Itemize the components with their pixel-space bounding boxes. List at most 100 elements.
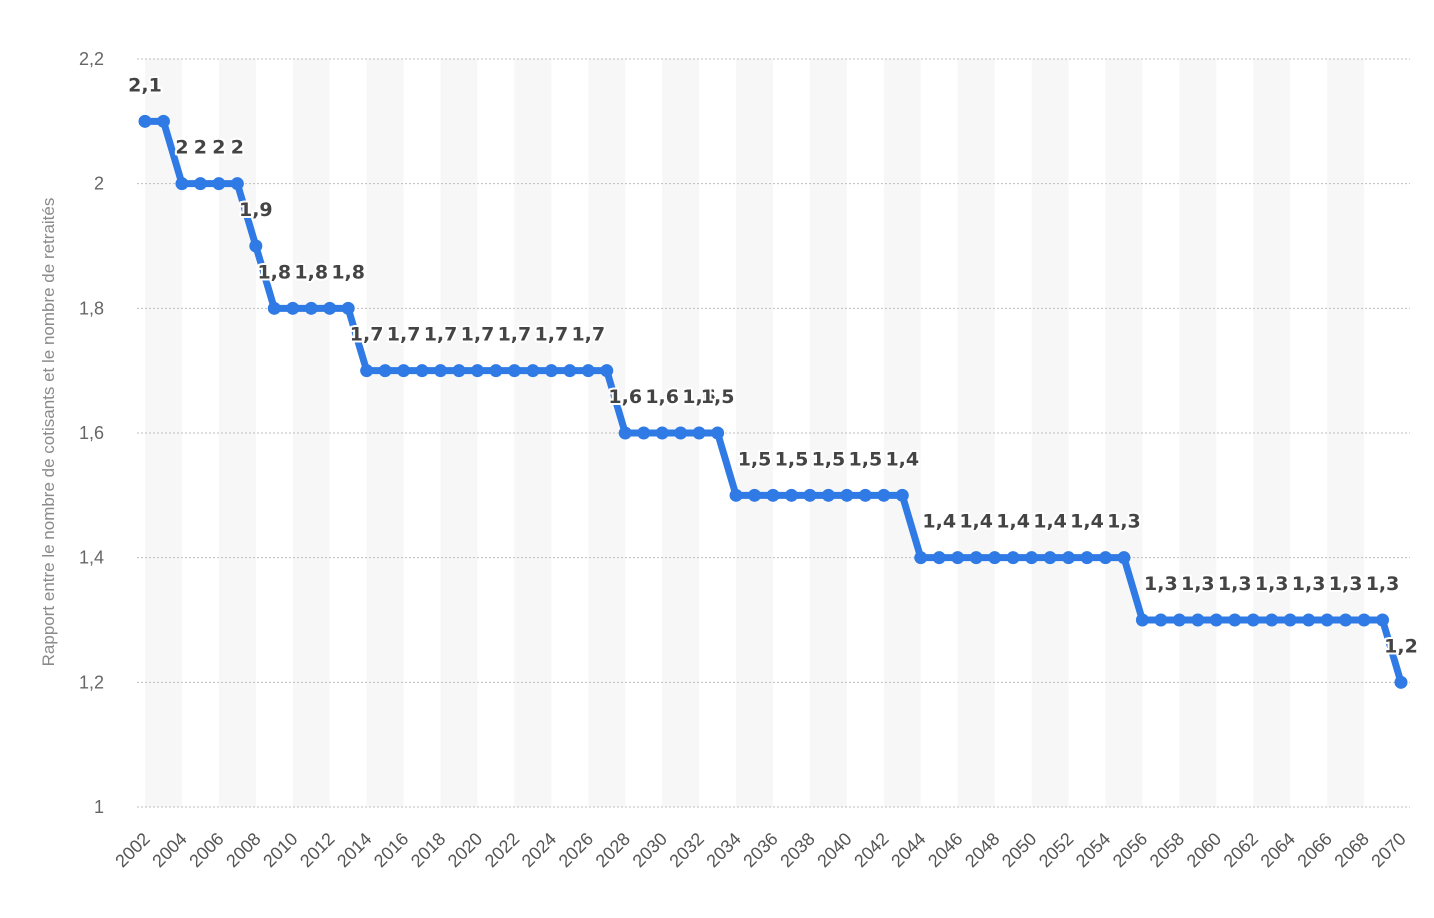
data-point: [267, 301, 281, 315]
data-point: [470, 364, 484, 378]
data-label: 1,7: [571, 324, 605, 346]
x-tick-label: 2040: [813, 829, 855, 871]
data-label: 1,5: [849, 448, 883, 470]
data-point: [821, 488, 835, 502]
x-tick-label: 2024: [518, 829, 560, 871]
data-label-halo: 1,4: [1033, 511, 1067, 533]
data-point: [803, 488, 817, 502]
y-tick-label: 2,2: [79, 49, 104, 69]
data-label: 1,4: [922, 511, 956, 533]
x-tick-label: 2064: [1257, 829, 1299, 871]
data-point: [1376, 613, 1390, 627]
data-label: 1,2: [1384, 635, 1418, 657]
y-tick-label: 1: [94, 797, 104, 817]
data-label: 1,3: [1144, 573, 1178, 595]
x-tick-label: 2034: [702, 829, 744, 871]
data-point: [951, 551, 965, 565]
data-label-halo: 1,6: [608, 386, 642, 408]
data-label-halo: 1,6: [645, 386, 679, 408]
data-label-halo: 2: [175, 137, 188, 159]
data-point: [618, 426, 632, 440]
data-point: [1117, 551, 1131, 565]
data-point: [1154, 613, 1168, 627]
data-points: [138, 114, 1408, 689]
data-point: [563, 364, 577, 378]
data-label: 1,3: [1218, 573, 1252, 595]
data-label: 1,4: [885, 448, 919, 470]
data-point: [156, 114, 170, 128]
data-label-halo: 1,9: [239, 199, 273, 221]
data-label: 2: [194, 137, 207, 159]
data-label: 1,3: [1107, 511, 1141, 533]
data-point: [304, 301, 318, 315]
data-point: [230, 177, 244, 191]
data-point: [544, 364, 558, 378]
data-point: [600, 364, 614, 378]
data-label-halo: 2: [194, 137, 207, 159]
x-tick-label: 2006: [185, 829, 227, 871]
data-label: 1,4: [1033, 511, 1067, 533]
data-point: [507, 364, 521, 378]
data-point: [452, 364, 466, 378]
data-point: [1172, 613, 1186, 627]
x-tick-label: 2028: [592, 829, 634, 871]
x-tick-label: 2010: [259, 829, 301, 871]
data-label: 1,4: [1070, 511, 1104, 533]
data-point: [489, 364, 503, 378]
data-label: 2: [231, 137, 244, 159]
data-point: [1209, 613, 1223, 627]
data-label-halo: 2: [231, 137, 244, 159]
y-axis-label: Rapport entre le nombre de cotisants et …: [39, 198, 58, 667]
data-point: [692, 426, 706, 440]
data-label-halo: 1,3: [1107, 511, 1141, 533]
data-point: [655, 426, 669, 440]
background-band: [957, 59, 995, 807]
data-point: [193, 177, 207, 191]
data-point: [748, 488, 762, 502]
data-label-halo: 1,7: [461, 324, 495, 346]
data-label: 1,6: [645, 386, 679, 408]
data-point: [415, 364, 429, 378]
data-label-halo: 1,5: [849, 448, 883, 470]
data-label: 1,8: [331, 261, 365, 283]
data-label-halo: 1,5: [701, 386, 735, 408]
x-axis-ticks: 2002200420062008201020122014201620182020…: [111, 829, 1409, 871]
data-label: 1,5: [701, 386, 735, 408]
data-label: 1,3: [1181, 573, 1215, 595]
data-point: [360, 364, 374, 378]
data-point: [1339, 613, 1353, 627]
y-tick-label: 1,8: [79, 298, 104, 318]
data-point: [674, 426, 688, 440]
x-tick-label: 2058: [1146, 829, 1188, 871]
data-point: [175, 177, 189, 191]
data-point: [1135, 613, 1149, 627]
data-point: [1302, 613, 1316, 627]
data-label: 1,3: [1366, 573, 1400, 595]
data-point: [249, 239, 263, 253]
data-point: [212, 177, 226, 191]
data-point: [729, 488, 743, 502]
y-tick-label: 1,4: [79, 548, 104, 568]
data-point: [1283, 613, 1297, 627]
x-tick-label: 2050: [998, 829, 1040, 871]
data-label-halo: 1,4: [1070, 511, 1104, 533]
data-point: [1394, 675, 1408, 689]
data-label-halo: 1,4: [922, 511, 956, 533]
data-label: 1,7: [461, 324, 495, 346]
data-label-halo: 1,6: [682, 386, 716, 408]
x-tick-label: 2066: [1293, 829, 1335, 871]
data-point: [397, 364, 411, 378]
data-point: [858, 488, 872, 502]
x-tick-label: 2038: [776, 829, 818, 871]
data-point: [1025, 551, 1039, 565]
data-label-halo: 2: [212, 137, 225, 159]
x-tick-label: 2054: [1072, 829, 1114, 871]
data-label: 2: [212, 137, 225, 159]
x-tick-label: 2030: [629, 829, 671, 871]
data-label: 1,4: [959, 511, 993, 533]
data-label-halo: 1,5: [738, 448, 772, 470]
x-tick-label: 2008: [222, 829, 264, 871]
data-label-halo: 1,7: [350, 324, 384, 346]
x-tick-label: 2014: [333, 829, 375, 871]
y-tick-label: 2: [94, 174, 104, 194]
